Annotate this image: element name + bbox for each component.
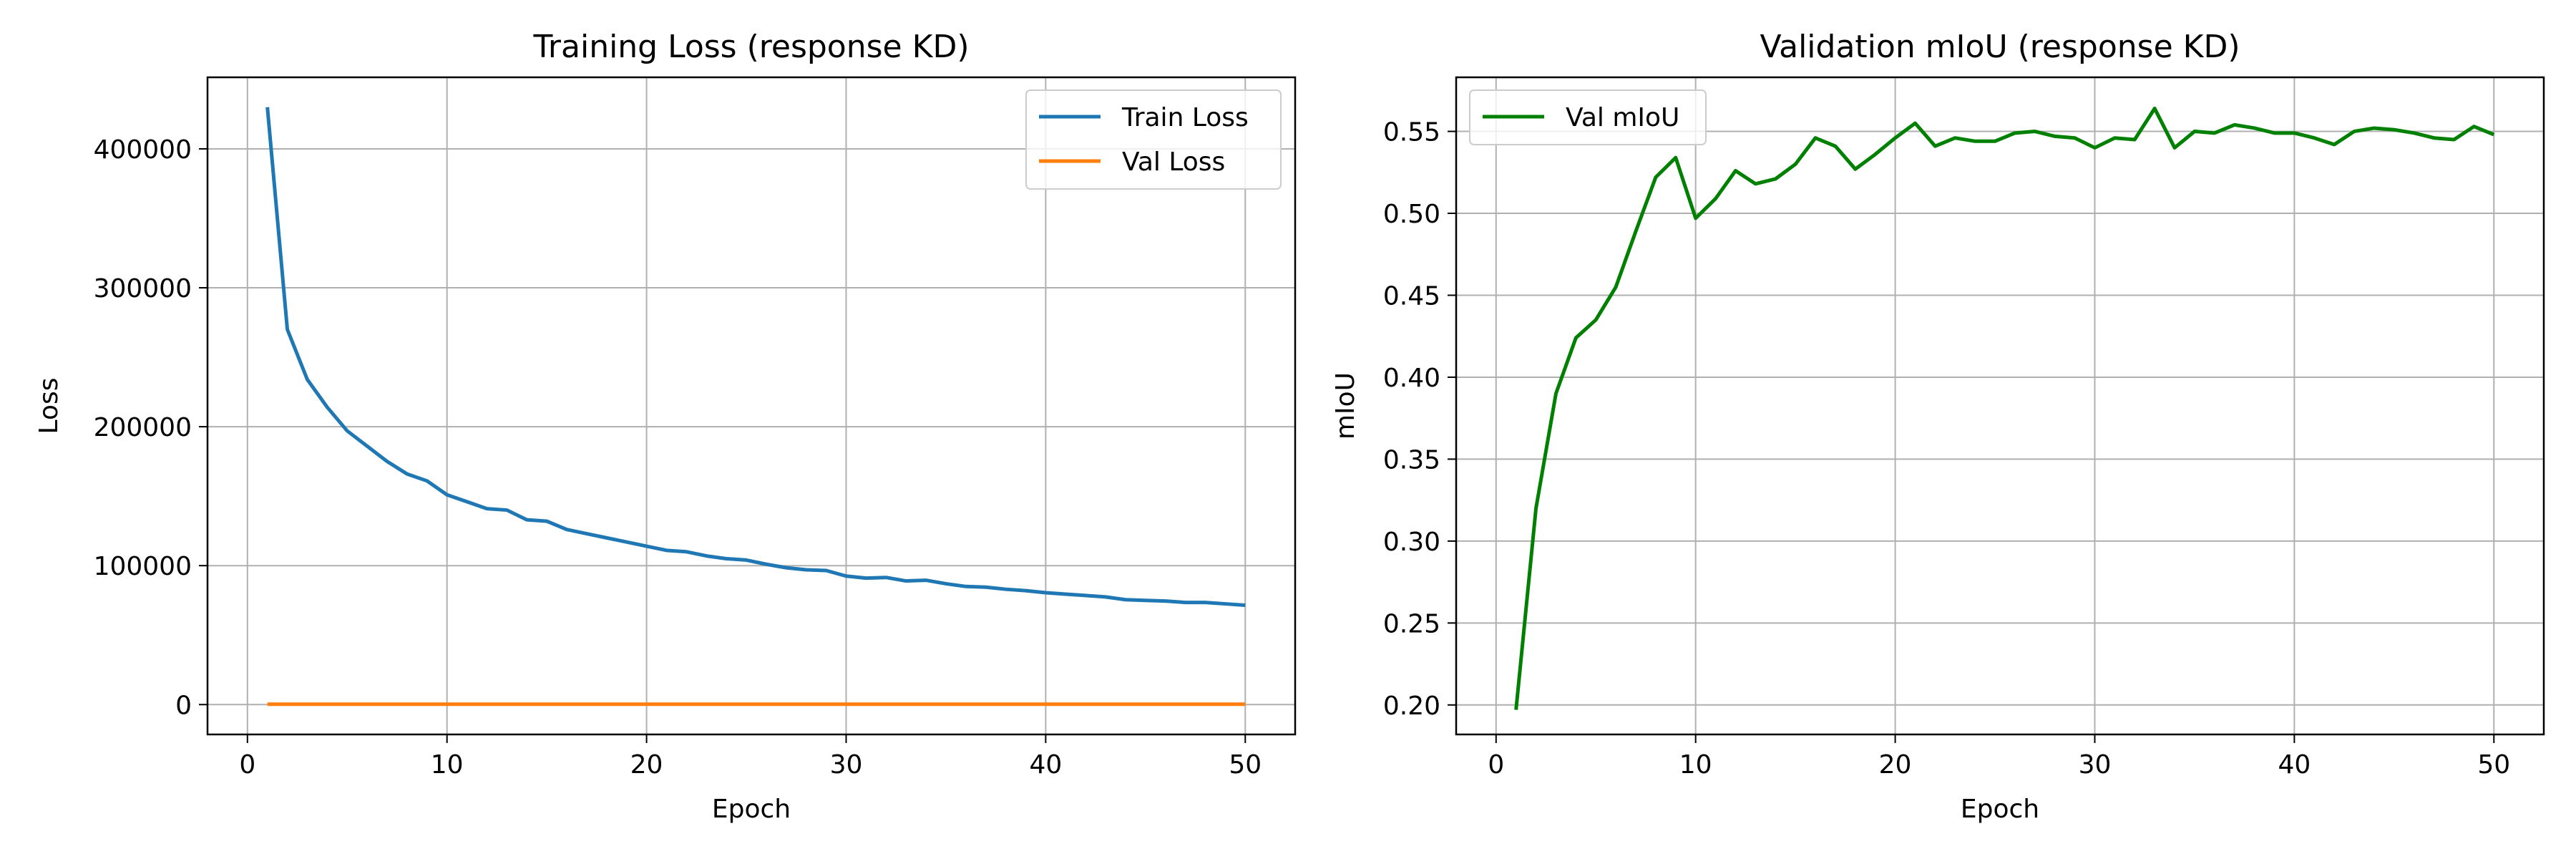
plot-frame	[1455, 76, 2545, 736]
grid-lines	[1456, 77, 2544, 734]
y-tick-label: 0.45	[1383, 281, 1440, 311]
y-tick-label: 0.35	[1383, 445, 1440, 475]
y-axis-ticks: 0.20 0.25 0.30 0.35 0.40 0.45 0.50 0.55	[1383, 118, 1456, 721]
x-tick-label: 40	[1029, 750, 1062, 780]
x-tick-label: 50	[1229, 750, 1262, 780]
y-tick-label: 0.30	[1383, 528, 1440, 557]
legend-frame	[1469, 89, 1707, 145]
x-tick-label: 10	[1679, 750, 1712, 780]
legend-label-train-loss: Train Loss	[1121, 103, 1249, 132]
y-tick-label: 200000	[94, 413, 192, 442]
x-tick-label: 0	[239, 750, 255, 780]
chart-title: Validation mIoU (response KD)	[1760, 29, 2240, 65]
series-group	[265, 107, 1246, 707]
y-tick-label: 100000	[94, 552, 192, 581]
x-tick-label: 40	[2278, 750, 2311, 780]
y-tick-label: 0.55	[1383, 118, 1440, 147]
series-line-train-loss	[265, 107, 1246, 608]
y-tick-label: 300000	[94, 274, 192, 304]
x-tick-label: 0	[1488, 750, 1504, 780]
x-tick-label: 20	[630, 750, 663, 780]
x-axis-ticks: 0 10 20 30 40 50	[239, 734, 1262, 780]
plot-frame	[206, 76, 1297, 736]
x-tick-label: 10	[431, 750, 464, 780]
legend-label-val-loss: Val Loss	[1122, 147, 1225, 177]
y-tick-label: 0.25	[1383, 609, 1440, 639]
training-loss-chart: Training Loss (response KD) 0 10 20 30 40 50 …	[34, 29, 1297, 824]
y-tick-label: 0.40	[1383, 364, 1440, 393]
x-axis-label: Epoch	[712, 795, 791, 824]
x-tick-label: 50	[2477, 750, 2510, 780]
y-tick-label: 400000	[94, 135, 192, 165]
series-line-val-miou	[1514, 107, 2495, 710]
y-axis-ticks: 0 100000 200000 300000 400000	[94, 135, 208, 720]
y-axis-label: mIoU	[1331, 372, 1360, 440]
y-tick-label: 0.50	[1383, 200, 1440, 229]
x-axis-ticks: 0 10 20 30 40 50	[1488, 734, 2510, 780]
y-tick-label: 0.20	[1383, 691, 1440, 721]
legend: Val mIoU	[1469, 89, 1707, 145]
legend-label-val-miou: Val mIoU	[1566, 103, 1679, 132]
validation-miou-chart: Validation mIoU (response KD) 0 10 20 30 40 5…	[1331, 29, 2545, 824]
x-tick-label: 30	[830, 750, 863, 780]
x-tick-label: 30	[2079, 750, 2112, 780]
x-axis-label: Epoch	[1961, 795, 2039, 824]
legend: Train Loss Val Loss	[1025, 89, 1282, 190]
x-tick-label: 20	[1879, 750, 1912, 780]
chart-title: Training Loss (response KD)	[533, 29, 970, 65]
series-group	[1514, 107, 2495, 710]
y-axis-label: Loss	[34, 378, 64, 435]
y-tick-label: 0	[175, 691, 192, 720]
